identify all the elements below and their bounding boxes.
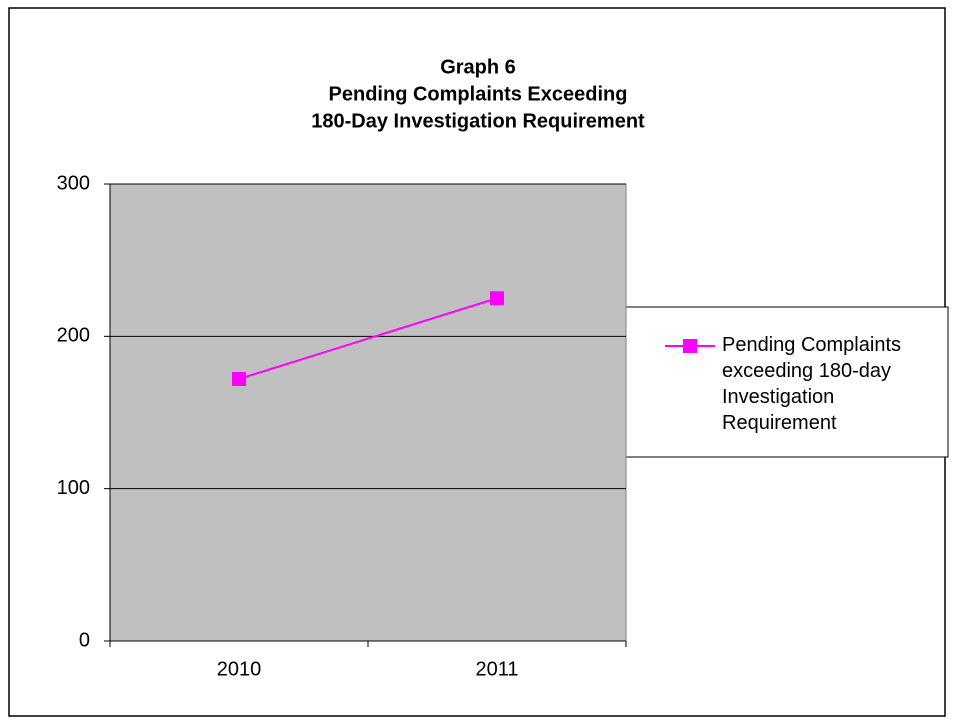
chart-title: 180-Day Investigation Requirement xyxy=(311,110,645,132)
plot-area xyxy=(109,183,627,642)
x-tick-label: 2011 xyxy=(475,658,518,680)
chart-title: Pending Complaints Exceeding xyxy=(329,83,628,105)
legend-label: Pending Complaints exceeding 180-day Inv… xyxy=(722,334,901,434)
marker xyxy=(490,291,504,306)
y-tick-label: 100 xyxy=(57,477,90,499)
line xyxy=(238,297,498,380)
y-tick-label: 0 xyxy=(79,629,90,651)
chart-title: Graph 6 xyxy=(440,56,516,78)
legend-marker xyxy=(683,339,697,353)
legend-box xyxy=(611,306,949,458)
x-tick-label: 2010 xyxy=(217,658,262,680)
y-tick-label: 200 xyxy=(57,325,90,347)
marker xyxy=(232,371,246,386)
y-tick-label: 300 xyxy=(57,172,90,194)
